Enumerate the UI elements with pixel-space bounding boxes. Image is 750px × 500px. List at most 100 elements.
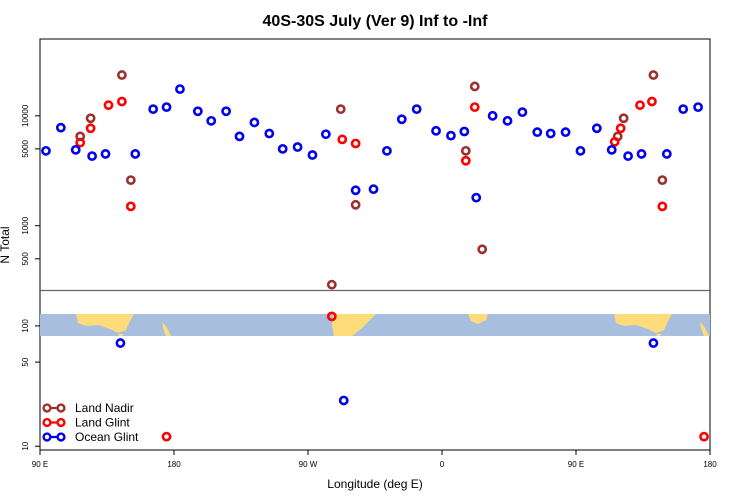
land-glint-point (615, 123, 626, 134)
ocean-glint-point (350, 185, 361, 196)
x-tick-label: 0 (440, 460, 445, 469)
ocean-glint-point (264, 128, 275, 139)
land-south-america (332, 314, 376, 336)
land-glint-point (75, 137, 86, 148)
ocean-glint-point (446, 130, 456, 141)
y-tick-label: 10 (21, 441, 30, 450)
legend-label-ocean-glint: Ocean Glint (75, 430, 139, 444)
legend-swatch-marker (42, 432, 52, 442)
ocean-glint-point (368, 184, 379, 195)
land-glint-point (647, 96, 657, 107)
ocean-glint-point (591, 123, 602, 134)
ocean-glint-point (661, 149, 672, 159)
land-nadir-point (326, 279, 337, 290)
land-nadir-point (469, 81, 480, 92)
land-nadir-point (335, 104, 346, 115)
land-nadir-point (350, 199, 361, 210)
land-glint-point (350, 138, 361, 149)
legend-label-land-nadir: Land Nadir (75, 401, 134, 415)
ocean-glint-point (623, 151, 634, 161)
ocean-glint-point (502, 115, 513, 126)
land-glint-point (609, 136, 620, 147)
y-tick-label: 100 (21, 319, 30, 333)
ocean-glint-point (487, 110, 498, 121)
ocean-glint-point (517, 107, 528, 118)
land-glint-point (635, 100, 645, 111)
ocean-glint-point (234, 131, 245, 142)
land-south-africa (468, 314, 488, 324)
ocean-glint-point (471, 192, 482, 203)
legend-swatch-marker (42, 403, 52, 413)
ocean-glint-point (55, 122, 66, 133)
legend-swatch-marker (56, 417, 66, 428)
legend-swatch-marker (42, 417, 52, 428)
ocean-glint-point (636, 149, 647, 159)
land-nadir-point (460, 145, 471, 156)
land-new-zealand (700, 322, 709, 336)
land-glint-point (469, 102, 480, 113)
ocean-glint-point (431, 125, 441, 136)
land-glint-point (161, 431, 172, 442)
land-nadir-point (618, 113, 629, 124)
ocean-glint-point (148, 104, 159, 115)
ocean-glint-point (320, 129, 331, 140)
ocean-glint-point (560, 127, 571, 138)
y-tick-label: 1000 (21, 216, 30, 234)
y-tick-label: 50 (21, 357, 30, 366)
ocean-glint-point (87, 151, 98, 161)
ocean-glint-point (175, 84, 185, 95)
ocean-glint-point (382, 145, 392, 156)
legend-swatch-marker (56, 432, 66, 442)
x-tick-label: 90 E (568, 460, 584, 469)
land-glint-point (337, 134, 348, 145)
ocean-glint-point (459, 126, 470, 137)
ocean-glint-point (575, 145, 586, 156)
land-nadir-point (85, 113, 96, 124)
ocean-glint-point (115, 338, 126, 348)
ocean-glint-point (41, 145, 51, 156)
ocean-glint-point (678, 104, 689, 115)
land-glint-point (657, 201, 668, 212)
ocean-glint-point (411, 104, 422, 115)
ocean-glint-point (338, 395, 349, 406)
y-axis-lower: 10 50 100 (21, 319, 40, 451)
land-new-zealand (162, 322, 171, 336)
x-axis: 90 E 180 90 W 0 90 E 180 (32, 450, 717, 469)
x-tick-label: 180 (167, 460, 181, 469)
land-tasmania (118, 334, 124, 336)
ocean-glint-point (70, 144, 81, 155)
chart-title: 40S-30S July (Ver 9) Inf to -Inf (263, 13, 489, 30)
ocean-glint-point (206, 115, 217, 126)
land-nadir-point (125, 175, 136, 186)
land-glint-point (116, 96, 127, 107)
ocean-glint-point (221, 106, 232, 117)
y-tick-label: 10000 (21, 104, 30, 127)
ocean-glint-point (161, 102, 172, 113)
land-nadir-point (116, 70, 127, 80)
legend-swatch-marker (56, 403, 66, 413)
x-axis-label: Longitude (deg E) (327, 477, 422, 491)
y-tick-label: 500 (21, 252, 30, 266)
land-glint-point (125, 201, 136, 212)
land-nadir-point (657, 175, 668, 186)
land-australia (76, 314, 134, 333)
ocean-glint-point (307, 150, 318, 160)
legend-label-land-glint: Land Glint (75, 416, 130, 430)
land-australia (614, 314, 672, 333)
land-glint-point (103, 100, 114, 111)
land-glint-point (85, 123, 96, 134)
ocean-band (40, 314, 710, 336)
ocean-glint-point (606, 144, 617, 155)
ocean-glint-point (396, 114, 407, 125)
ocean-glint-point (532, 127, 543, 138)
x-tick-label: 90 W (299, 460, 318, 469)
ocean-glint-point (192, 106, 203, 117)
x-tick-label: 90 E (32, 460, 48, 469)
ocean-glint-point (648, 338, 659, 348)
ocean-glint-point (545, 128, 556, 139)
x-tick-label: 180 (703, 460, 717, 469)
ocean-glint-point (277, 143, 288, 154)
